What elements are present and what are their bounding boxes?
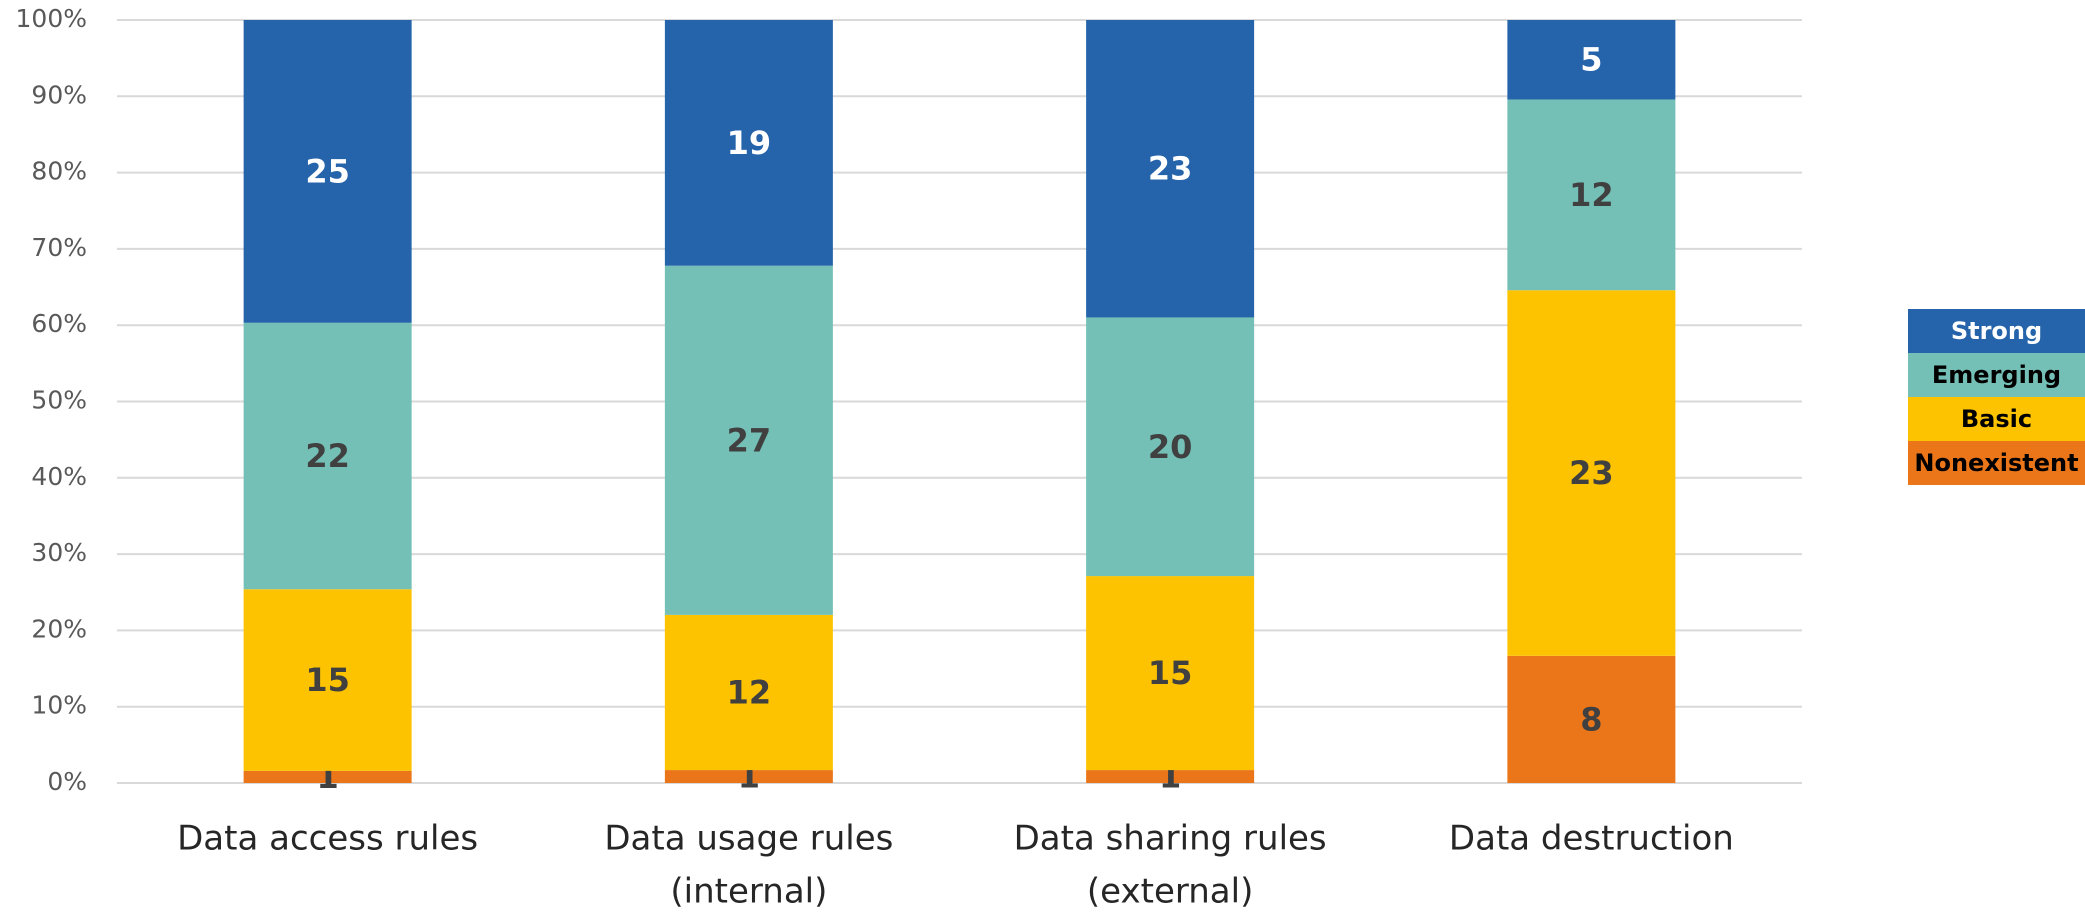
bar-segment xyxy=(1086,770,1255,783)
legend-swatch xyxy=(1908,309,2085,353)
x-tick-label: Data sharing rules xyxy=(1014,819,1327,859)
bar-segment xyxy=(1086,20,1255,318)
legend-label: Strong xyxy=(1951,317,2042,345)
data-label: 12 xyxy=(1569,176,1614,214)
bar-segment xyxy=(1507,290,1676,656)
bar-segment xyxy=(1086,317,1255,577)
y-tick-label: 20% xyxy=(31,614,87,643)
data-label: 27 xyxy=(727,421,772,459)
y-tick-label: 10% xyxy=(31,691,87,720)
bar-segment xyxy=(243,322,412,590)
legend-swatch xyxy=(1908,353,2085,397)
legend-swatch xyxy=(1908,397,2085,441)
y-tick-label: 80% xyxy=(31,157,87,186)
bar-segment xyxy=(1507,655,1676,783)
x-tick-label: (external) xyxy=(1087,872,1253,912)
x-tick-label: Data destruction xyxy=(1449,819,1734,859)
x-tick-label: Data usage rules xyxy=(604,819,893,859)
bar-segment xyxy=(1086,576,1255,771)
data-label: 19 xyxy=(727,124,772,162)
bar-segment xyxy=(664,614,833,771)
bar-segment xyxy=(243,589,412,771)
x-tick-label: (internal) xyxy=(670,872,827,912)
y-tick-label: 90% xyxy=(31,80,87,109)
legend-label: Basic xyxy=(1961,405,2032,433)
y-tick-label: 70% xyxy=(31,233,87,262)
data-label: 22 xyxy=(305,437,350,475)
legend-label: Nonexistent xyxy=(1914,449,2078,477)
data-label: 25 xyxy=(305,152,350,190)
data-label: 8 xyxy=(1580,700,1602,738)
y-tick-label: 60% xyxy=(31,309,87,338)
data-label: 23 xyxy=(1569,454,1614,492)
y-tick-label: 100% xyxy=(16,4,87,33)
legend-swatch xyxy=(1908,441,2085,485)
data-label: 12 xyxy=(727,673,772,711)
data-label: 15 xyxy=(1148,654,1193,692)
y-tick-label: 30% xyxy=(31,538,87,567)
data-label: 23 xyxy=(1148,150,1193,188)
bar-segment xyxy=(664,265,833,615)
y-tick-label: 0% xyxy=(47,767,87,796)
bar-segment xyxy=(1507,20,1676,100)
y-tick-label: 40% xyxy=(31,462,87,491)
y-tick-label: 50% xyxy=(31,386,87,415)
bar-segment xyxy=(243,20,412,323)
bar-segment xyxy=(243,770,412,783)
bar-segment xyxy=(1507,99,1676,291)
bar-segment xyxy=(664,20,833,266)
x-tick-label: Data access rules xyxy=(177,819,478,859)
data-label: 20 xyxy=(1148,428,1193,466)
legend-label: Emerging xyxy=(1932,361,2061,389)
data-label: 15 xyxy=(305,661,350,699)
data-label: 5 xyxy=(1580,41,1602,79)
bar-segment xyxy=(664,770,833,783)
